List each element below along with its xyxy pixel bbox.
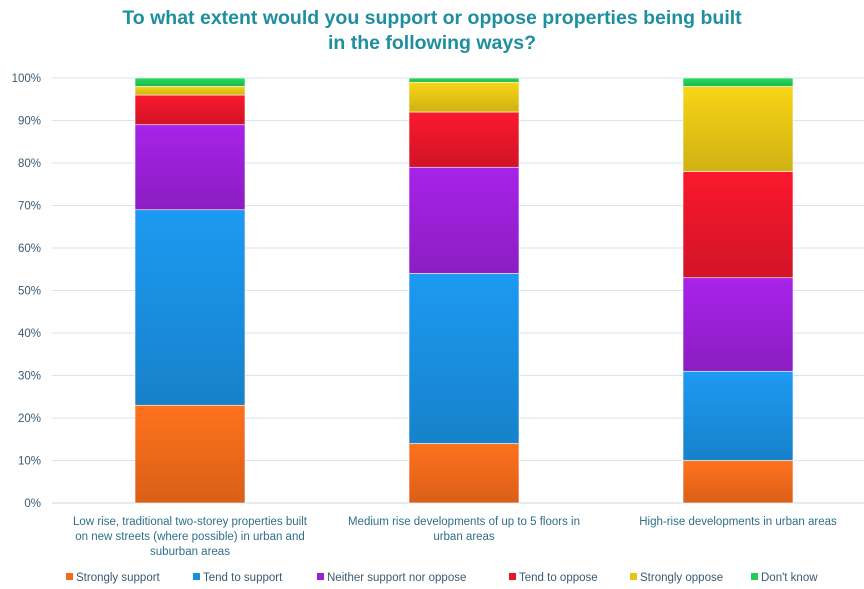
bar-segment [408,443,520,504]
bar-segment [682,171,794,279]
chart-title-line-1: To what extent would you support or oppo… [122,7,742,29]
y-tick-label: 70% [18,201,41,213]
y-tick-label: 20% [18,413,41,425]
legend-label: Tend to support [203,572,283,584]
y-tick-label: 50% [18,286,41,298]
x-category-label: urban areas [433,531,495,543]
bar-segment [682,86,794,172]
chart-title-line-2: in the following ways? [327,32,536,54]
legend-swatch [751,573,758,580]
bar-segment [134,77,246,87]
x-category-label: suburban areas [150,546,230,558]
legend-label: Tend to oppose [519,572,598,584]
bar-segment [682,77,794,87]
x-category-label: High-rise developments in urban areas [639,516,837,528]
legend-swatch [317,573,324,580]
x-category-label: Low rise, traditional two-storey propert… [73,516,308,528]
legend-label: Neither support nor oppose [327,572,466,584]
y-tick-label: 10% [18,456,41,468]
y-tick-label: 30% [18,371,41,383]
bar-segment [134,404,246,504]
bar-segment [408,273,520,444]
bars [134,77,794,504]
bar-segment [408,77,520,83]
bar-segment [134,94,246,126]
bar-segment [682,277,794,372]
legend-label: Don't know [761,572,818,584]
y-tick-label: 40% [18,328,41,340]
legend-swatch [509,573,516,580]
y-tick-label: 90% [18,116,41,128]
bar-segment [408,81,520,113]
legend-swatch [630,573,637,580]
y-axis: 0% 10% 20% 30% 40% 50% 60% 70% 80% 90% 100% [12,73,41,510]
legend: Strongly support Tend to support Neither s… [66,572,818,584]
y-tick-label: 0% [24,498,41,510]
y-tick-label: 100% [12,73,41,85]
bar-segment [682,370,794,461]
bar-segment [134,124,246,211]
bar-segment [134,86,246,96]
y-tick-label: 80% [18,158,41,170]
legend-swatch [193,573,200,580]
bar-segment [408,166,520,274]
bar-segment [682,460,794,504]
x-category-label: on new streets (where possible) in urban… [75,531,305,543]
bar-segment [408,111,520,168]
x-category-label: Medium rise developments of up to 5 floo… [348,516,580,528]
chart-title: To what extent would you support or oppo… [0,6,864,56]
bar-segment [134,209,246,406]
legend-label: Strongly oppose [640,572,723,584]
legend-swatch [66,573,73,580]
y-tick-label: 60% [18,243,41,255]
x-axis: Low rise, traditional two-storey propert… [73,516,837,558]
legend-label: Strongly support [76,572,161,584]
